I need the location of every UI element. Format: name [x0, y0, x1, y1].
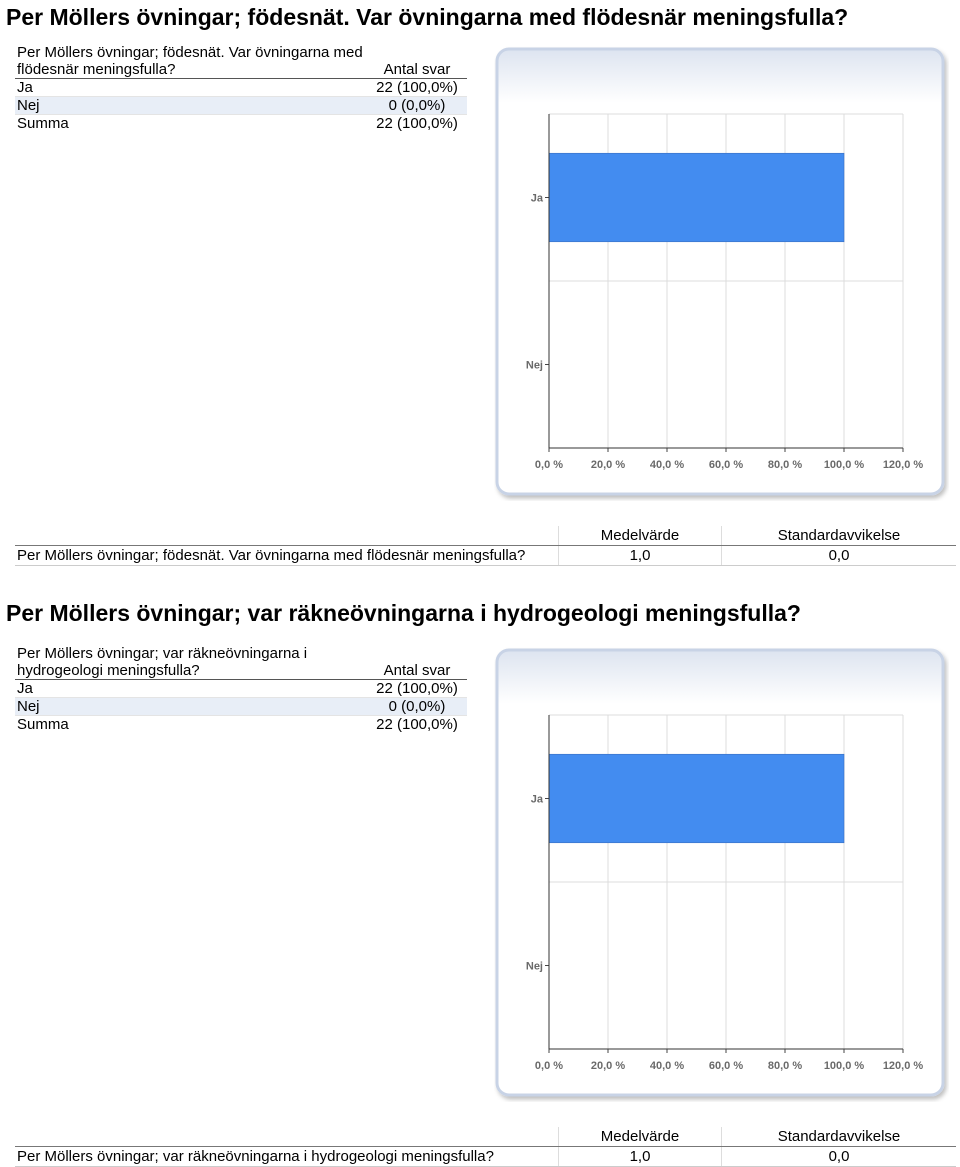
row-label: Summa: [17, 716, 69, 733]
sd-header: Standardavvikelse: [721, 1127, 956, 1147]
table-header-row: Per Möllers övningar; var räkneövningarn…: [15, 645, 467, 680]
row-value: 22 (100,0%): [376, 716, 458, 733]
table-row: Summa 22 (100,0%): [15, 716, 467, 734]
x-tick-label: 0,0 %: [535, 459, 563, 471]
x-tick-label: 20,0 %: [591, 1060, 625, 1072]
stats-blank-header: [15, 526, 559, 546]
bar-chart: Ja Nej 0,0 % 20,0 % 40,0 % 60,0 % 80,0 % 100,0 …: [494, 647, 949, 1102]
x-tick-label: 120,0 %: [883, 459, 924, 471]
mean-header: Medelvärde: [558, 1127, 722, 1147]
section-heading: Per Möllers övningar; var räkneövningarn…: [6, 600, 801, 626]
x-tick-label: 40,0 %: [650, 1060, 684, 1072]
col-header-count: Antal svar: [367, 44, 467, 79]
section-heading: Per Möllers övningar; födesnät. Var övni…: [6, 4, 849, 30]
x-tick-label: 120,0 %: [883, 1060, 924, 1072]
y-tick-label: Nej: [526, 360, 543, 372]
mean-value: 1,0: [558, 545, 722, 566]
table-row: Ja 22 (100,0%): [15, 679, 467, 698]
x-tick-label: 80,0 %: [768, 1060, 802, 1072]
chart-svg: Ja Nej 0,0 % 20,0 % 40,0 % 60,0 % 80,0 % 100,0 …: [495, 648, 945, 1097]
question-label: Per Möllers övningar; födesnät. Var övni…: [15, 44, 367, 79]
y-tick-label: Ja: [531, 794, 544, 806]
mean-value: 1,0: [558, 1146, 722, 1167]
x-tick-label: 100,0 %: [824, 1060, 865, 1072]
row-label: Nej: [15, 96, 367, 115]
bar: [548, 753, 845, 844]
y-tick-label: Ja: [531, 193, 544, 205]
row-value: 0 (0,0%): [367, 697, 467, 716]
chart-svg: Ja Nej 0,0 % 20,0 % 40,0 % 60,0 % 80,0 % 100,0 …: [495, 47, 945, 496]
x-tick-label: 60,0 %: [709, 1060, 743, 1072]
row-label: Nej: [15, 697, 367, 716]
table-header-row: Per Möllers övningar; födesnät. Var övni…: [15, 44, 467, 79]
x-tick-label: 80,0 %: [768, 459, 802, 471]
row-value: 22 (100,0%): [367, 78, 467, 97]
x-tick-label: 20,0 %: [591, 459, 625, 471]
x-tick-label: 100,0 %: [824, 459, 865, 471]
x-tick-label: 0,0 %: [535, 1060, 563, 1072]
stats-row: Per Möllers övningar; födesnät. Var övni…: [15, 545, 956, 566]
stats-header-row: Medelvärde Standardavvikelse: [15, 526, 956, 546]
row-label: Ja: [15, 679, 367, 698]
x-tick-label: 60,0 %: [709, 459, 743, 471]
col-header-count: Antal svar: [367, 645, 467, 680]
row-label: Summa: [17, 115, 69, 132]
row-value: 22 (100,0%): [367, 679, 467, 698]
sd-value: 0,0: [721, 545, 956, 566]
question-label: Per Möllers övningar; var räkneövningarn…: [15, 645, 367, 680]
frequency-table: Per Möllers övningar; var räkneövningarn…: [15, 645, 467, 733]
stats-blank-header: [15, 1127, 559, 1147]
stats-label: Per Möllers övningar; var räkneövningarn…: [15, 1146, 559, 1167]
table-row: Nej 0 (0,0%): [15, 96, 467, 115]
y-tick-label: Nej: [526, 961, 543, 973]
stats-table: Medelvärde Standardavvikelse Per Möllers…: [15, 526, 956, 566]
row-value: 22 (100,0%): [376, 115, 458, 132]
bar: [548, 152, 845, 243]
table-row: Summa 22 (100,0%): [15, 115, 467, 133]
sd-header: Standardavvikelse: [721, 526, 956, 546]
table-row: Ja 22 (100,0%): [15, 78, 467, 97]
sd-value: 0,0: [721, 1146, 956, 1167]
bar-chart: Ja Nej 0,0 % 20,0 % 40,0 % 60,0 % 80,0 % 100,0 …: [494, 46, 949, 501]
x-tick-label: 40,0 %: [650, 459, 684, 471]
table-row: Nej 0 (0,0%): [15, 697, 467, 716]
stats-header-row: Medelvärde Standardavvikelse: [15, 1127, 956, 1147]
row-value: 0 (0,0%): [367, 96, 467, 115]
chart-frame: [495, 648, 945, 1097]
stats-table: Medelvärde Standardavvikelse Per Möllers…: [15, 1127, 956, 1167]
row-label: Ja: [15, 78, 367, 97]
stats-row: Per Möllers övningar; var räkneövningarn…: [15, 1146, 956, 1167]
stats-label: Per Möllers övningar; födesnät. Var övni…: [15, 545, 559, 566]
frequency-table: Per Möllers övningar; födesnät. Var övni…: [15, 44, 467, 132]
mean-header: Medelvärde: [558, 526, 722, 546]
chart-frame: [495, 47, 945, 496]
